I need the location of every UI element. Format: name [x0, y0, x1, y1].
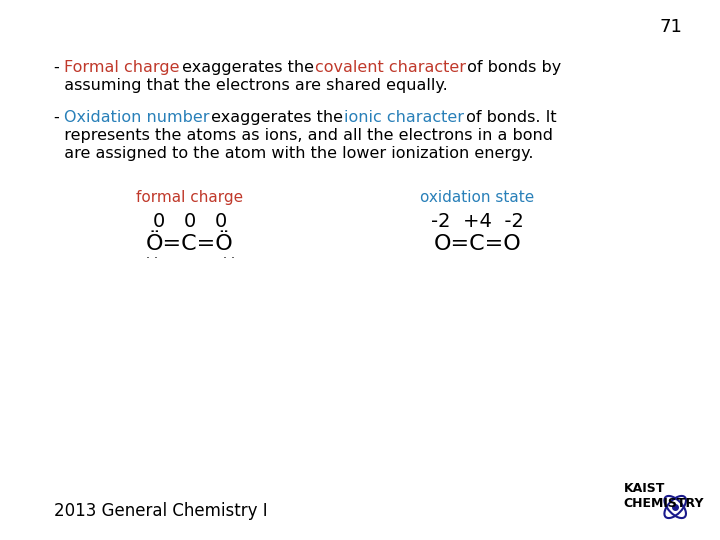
- Text: · ·: · ·: [146, 252, 158, 265]
- Text: represents the atoms as ions, and all the electrons in a bond: represents the atoms as ions, and all th…: [53, 128, 552, 143]
- Text: formal charge: formal charge: [136, 190, 243, 205]
- Text: Ö=C=Ö: Ö=C=Ö: [146, 234, 234, 254]
- Text: KAIST
CHEMISTRY: KAIST CHEMISTRY: [624, 482, 704, 510]
- Text: assuming that the electrons are shared equally.: assuming that the electrons are shared e…: [53, 78, 447, 93]
- Text: -: -: [53, 60, 65, 75]
- Text: 71: 71: [659, 18, 682, 36]
- Text: oxidation state: oxidation state: [420, 190, 534, 205]
- Text: exaggerates the: exaggerates the: [176, 60, 319, 75]
- Text: covalent character: covalent character: [315, 60, 466, 75]
- Text: · ·: · ·: [223, 252, 235, 265]
- Text: -2  +4  -2: -2 +4 -2: [431, 212, 524, 231]
- Text: 0   0   0: 0 0 0: [153, 212, 227, 231]
- Text: ionic character: ionic character: [344, 110, 464, 125]
- Text: -: -: [53, 110, 65, 125]
- Text: 2013 General Chemistry I: 2013 General Chemistry I: [53, 502, 267, 520]
- Text: exaggerates the: exaggerates the: [206, 110, 348, 125]
- Text: Oxidation number: Oxidation number: [64, 110, 210, 125]
- Text: O=C=O: O=C=O: [433, 234, 521, 254]
- Text: Formal charge: Formal charge: [64, 60, 180, 75]
- Text: are assigned to the atom with the lower ionization energy.: are assigned to the atom with the lower …: [53, 146, 533, 161]
- Text: of bonds. It: of bonds. It: [462, 110, 557, 125]
- Text: of bonds by: of bonds by: [462, 60, 562, 75]
